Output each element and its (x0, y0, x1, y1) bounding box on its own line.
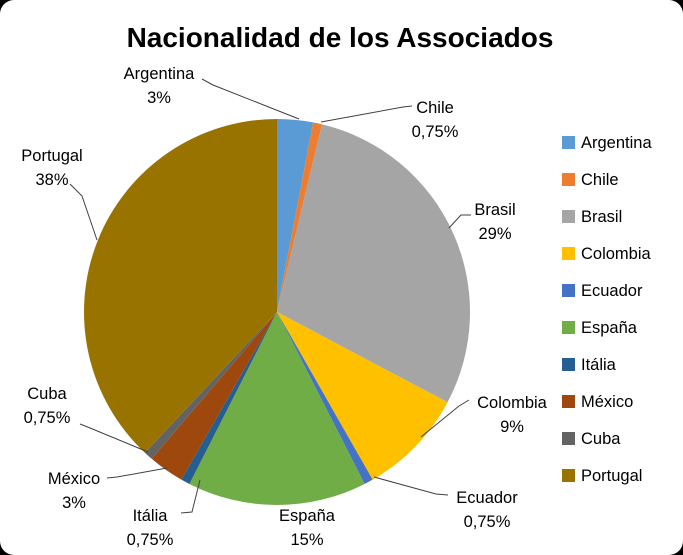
pie-slice-chile[interactable] (277, 122, 323, 312)
legend-swatch-colombia (562, 247, 575, 260)
legend-swatch-italia (562, 358, 575, 371)
pie-slice-colombia[interactable] (277, 312, 448, 480)
pie-slice-cuba[interactable] (144, 312, 277, 459)
leader-line-cuba (79, 423, 149, 453)
legend-swatch-ecuador (562, 284, 575, 297)
legend-label-brasil: Brasil (581, 208, 622, 226)
leader-lines (69, 78, 471, 514)
legend: Argentina Chile Brasil Colombia Ecuador Españ… (562, 134, 652, 485)
legend-label-chile: Chile (581, 171, 619, 189)
leader-line-colombia (420, 399, 470, 438)
pie-slice-portugal[interactable] (83, 118, 278, 453)
pie-slice-mexico[interactable] (151, 312, 277, 480)
legend-item-espana[interactable]: España (562, 319, 638, 337)
leader-line-ecuador (373, 476, 449, 496)
legend-item-portugal[interactable]: Portugal (562, 467, 642, 485)
pie-slice-brasil[interactable] (277, 124, 471, 403)
legend-item-brasil[interactable]: Brasil (562, 208, 622, 226)
legend-swatch-chile (562, 173, 575, 186)
legend-item-cuba[interactable]: Cuba (562, 430, 621, 448)
legend-item-colombia[interactable]: Colombia (562, 245, 652, 263)
legend-item-ecuador[interactable]: Ecuador (562, 282, 643, 300)
slice-label-argentina: Argentina 3% (124, 65, 195, 107)
legend-label-portugal: Portugal (581, 467, 642, 485)
legend-label-argentina: Argentina (581, 134, 652, 152)
leader-line-italia (180, 479, 201, 514)
legend-label-mexico: México (581, 393, 633, 411)
legend-swatch-brasil (562, 210, 575, 223)
slice-label-espana: España 15% (279, 507, 336, 549)
pie-slice-argentina[interactable] (277, 119, 314, 312)
leader-line-chile (320, 105, 413, 123)
slice-label-portugal: Portugal 38% (21, 147, 82, 189)
leader-line-portugal (69, 183, 98, 241)
leader-line-mexico (106, 467, 168, 479)
slice-label-brasil: Brasil 29% (474, 201, 515, 243)
legend-item-mexico[interactable]: México (562, 393, 633, 411)
legend-label-cuba: Cuba (581, 430, 621, 448)
legend-item-argentina[interactable]: Argentina (562, 134, 652, 152)
legend-swatch-argentina (562, 136, 575, 149)
leader-line-brasil (448, 214, 471, 229)
legend-swatch-mexico (562, 395, 575, 408)
slice-label-mexico: México 3% (48, 470, 100, 512)
legend-item-chile[interactable]: Chile (562, 171, 619, 189)
legend-label-italia: Itália (581, 356, 617, 374)
slice-label-chile: Chile 0,75% (412, 99, 459, 141)
legend-label-ecuador: Ecuador (581, 282, 643, 300)
slice-label-cuba: Cuba 0,75% (24, 385, 71, 427)
pie-slices (83, 118, 471, 505)
slice-label-colombia: Colombia 9% (477, 394, 548, 436)
pie-slice-ecuador[interactable] (277, 312, 373, 484)
legend-swatch-portugal (562, 469, 575, 482)
legend-swatch-espana (562, 321, 575, 334)
slice-labels: Argentina 3% Chile 0,75% Brasil 29% Colombia 9%… (21, 65, 547, 549)
leader-line-argentina (201, 78, 300, 120)
legend-label-espana: España (581, 319, 638, 337)
chart-title: Nacionalidad de los Associados (127, 22, 554, 53)
pie-slice-italia[interactable] (181, 312, 277, 484)
legend-label-colombia: Colombia (581, 245, 652, 263)
legend-swatch-cuba (562, 432, 575, 445)
slice-label-ecuador: Ecuador 0,75% (456, 489, 518, 531)
pie-slice-espana[interactable] (189, 312, 365, 505)
legend-item-italia[interactable]: Itália (562, 356, 617, 374)
slice-label-italia: Itália 0,75% (127, 507, 174, 549)
